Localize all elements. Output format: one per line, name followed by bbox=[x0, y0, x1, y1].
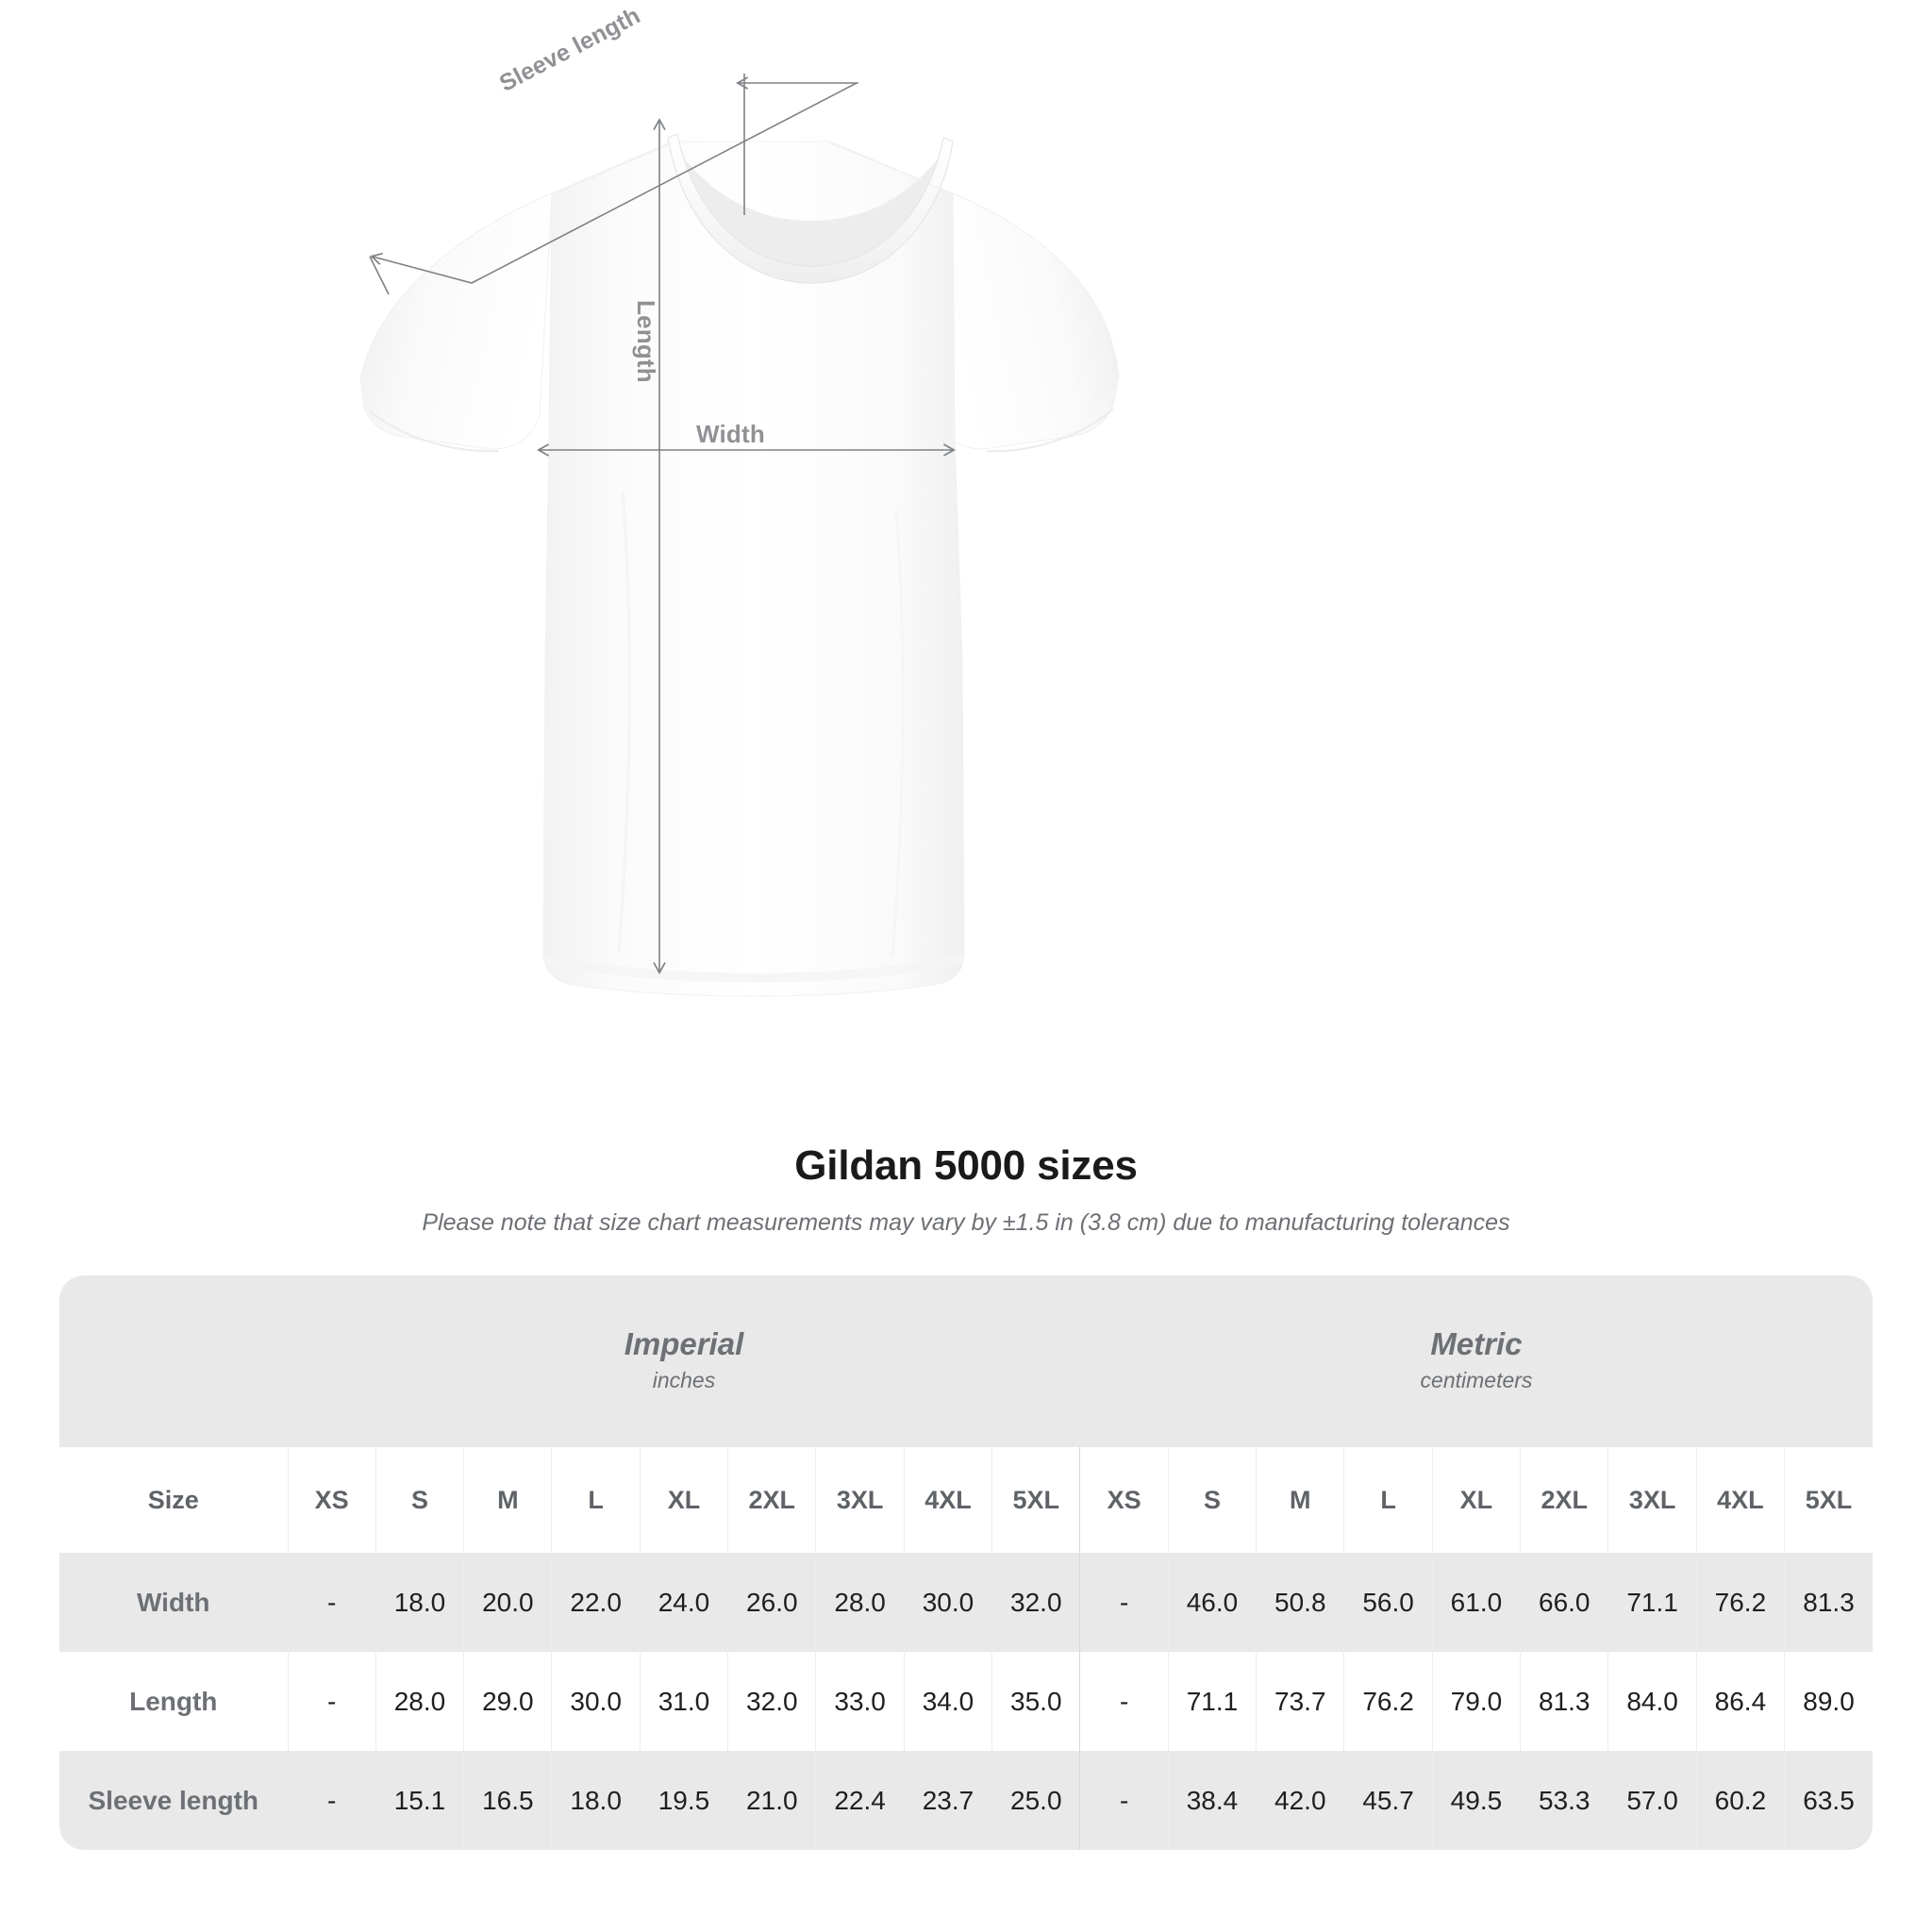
measurement-label-width: Width bbox=[59, 1553, 288, 1652]
size-header-metric-s: S bbox=[1167, 1447, 1257, 1553]
size-header-imperial-s: S bbox=[375, 1447, 464, 1553]
size-header-metric-xs: XS bbox=[1079, 1447, 1169, 1553]
tshirt-diagram: Sleeve length Length Width bbox=[359, 2, 1120, 997]
size-header-metric-3xl: 3XL bbox=[1607, 1447, 1697, 1553]
cell-sleeve-length-imperial-2xl: 21.0 bbox=[727, 1751, 816, 1850]
cell-sleeve-length-metric-5xl: 63.5 bbox=[1784, 1751, 1873, 1850]
cell-width-imperial-m: 20.0 bbox=[463, 1553, 552, 1652]
cell-width-imperial-5xl: 32.0 bbox=[991, 1553, 1080, 1652]
cell-length-imperial-5xl: 35.0 bbox=[991, 1652, 1080, 1751]
cell-width-metric-3xl: 71.1 bbox=[1607, 1553, 1697, 1652]
cell-length-imperial-xs: - bbox=[287, 1652, 376, 1751]
cell-sleeve-length-metric-xs: - bbox=[1079, 1751, 1169, 1850]
cell-width-metric-m: 50.8 bbox=[1256, 1553, 1344, 1652]
size-header-metric-l: L bbox=[1343, 1447, 1433, 1553]
size-chart-table: Imperial inches Metric centimeters Size XS S M L… bbox=[59, 1275, 1873, 1850]
size-header-imperial-l: L bbox=[551, 1447, 641, 1553]
unit-system-name: Imperial bbox=[624, 1325, 744, 1361]
cell-sleeve-length-metric-4xl: 60.2 bbox=[1695, 1751, 1785, 1850]
cell-sleeve-length-metric-m: 42.0 bbox=[1256, 1751, 1344, 1850]
cell-width-metric-5xl: 81.3 bbox=[1784, 1553, 1873, 1652]
length-label: Length bbox=[632, 300, 660, 383]
cell-length-metric-xs: - bbox=[1079, 1652, 1169, 1751]
size-header-imperial-m: M bbox=[463, 1447, 552, 1553]
cell-sleeve-length-metric-s: 38.4 bbox=[1167, 1751, 1257, 1850]
cell-length-metric-4xl: 86.4 bbox=[1695, 1652, 1785, 1751]
page-title: Gildan 5000 sizes bbox=[794, 1142, 1138, 1189]
cell-width-metric-s: 46.0 bbox=[1167, 1553, 1257, 1652]
unit-system-subtitle: centimeters bbox=[1420, 1368, 1533, 1393]
cell-sleeve-length-imperial-4xl: 23.7 bbox=[903, 1751, 992, 1850]
table-row: Width -18.0 20.0 22.0 24.0 26.0 28.0 30.0 32.0-4… bbox=[59, 1553, 1873, 1652]
cell-sleeve-length-imperial-m: 16.5 bbox=[463, 1751, 552, 1850]
cell-width-imperial-xs: - bbox=[287, 1553, 376, 1652]
cell-sleeve-length-imperial-3xl: 22.4 bbox=[815, 1751, 905, 1850]
cell-width-metric-2xl: 66.0 bbox=[1520, 1553, 1608, 1652]
size-header-imperial-3xl: 3XL bbox=[815, 1447, 905, 1553]
cell-length-metric-l: 76.2 bbox=[1343, 1652, 1433, 1751]
cell-length-metric-m: 73.7 bbox=[1256, 1652, 1344, 1751]
size-header-imperial-2xl: 2XL bbox=[727, 1447, 816, 1553]
size-header-row: Size XS S M L XL 2XL 3XL 4XL 5XL XS S M L XL 2XL 3XL 4XL 5… bbox=[59, 1447, 1873, 1553]
measurement-label-sleeve-length: Sleeve length bbox=[59, 1751, 288, 1850]
width-label: Width bbox=[696, 420, 765, 448]
cell-length-imperial-xl: 31.0 bbox=[639, 1652, 728, 1751]
cell-width-imperial-xl: 24.0 bbox=[639, 1553, 728, 1652]
cell-length-imperial-s: 28.0 bbox=[375, 1652, 464, 1751]
size-header-imperial-xl: XL bbox=[639, 1447, 728, 1553]
size-header-metric-xl: XL bbox=[1431, 1447, 1521, 1553]
table-row: Length -28.0 29.0 30.0 31.0 32.0 33.0 34.0 35.0-… bbox=[59, 1652, 1873, 1751]
cell-width-metric-xs: - bbox=[1079, 1553, 1169, 1652]
cell-sleeve-length-metric-l: 45.7 bbox=[1343, 1751, 1433, 1850]
cell-sleeve-length-imperial-s: 15.1 bbox=[375, 1751, 464, 1850]
unit-row-spacer bbox=[59, 1275, 288, 1447]
size-header-metric-m: M bbox=[1256, 1447, 1344, 1553]
cell-width-imperial-l: 22.0 bbox=[551, 1553, 641, 1652]
cell-width-metric-4xl: 76.2 bbox=[1695, 1553, 1785, 1652]
shirt-body-group bbox=[359, 133, 1120, 997]
cell-sleeve-length-metric-3xl: 57.0 bbox=[1607, 1751, 1697, 1850]
cell-sleeve-length-imperial-xl: 19.5 bbox=[639, 1751, 728, 1850]
unit-system-subtitle: inches bbox=[652, 1368, 716, 1393]
size-header-metric-2xl: 2XL bbox=[1520, 1447, 1608, 1553]
measurement-label-length: Length bbox=[59, 1652, 288, 1751]
cell-length-metric-2xl: 81.3 bbox=[1520, 1652, 1608, 1751]
size-header-imperial-5xl: 5XL bbox=[991, 1447, 1080, 1553]
unit-system-header-row: Imperial inches Metric centimeters bbox=[59, 1275, 1873, 1447]
cell-length-metric-5xl: 89.0 bbox=[1784, 1652, 1873, 1751]
size-header-imperial-xs: XS bbox=[287, 1447, 376, 1553]
cell-length-imperial-2xl: 32.0 bbox=[727, 1652, 816, 1751]
cell-length-imperial-3xl: 33.0 bbox=[815, 1652, 905, 1751]
cell-width-imperial-s: 18.0 bbox=[375, 1553, 464, 1652]
cell-sleeve-length-imperial-xs: - bbox=[287, 1751, 376, 1850]
size-column-header: Size bbox=[59, 1447, 288, 1553]
cell-width-imperial-2xl: 26.0 bbox=[727, 1553, 816, 1652]
cell-sleeve-length-metric-xl: 49.5 bbox=[1431, 1751, 1521, 1850]
table-row: Sleeve length -15.1 16.5 18.0 19.5 21.0 22.4 23… bbox=[59, 1751, 1873, 1850]
unit-header-metric: Metric centimeters bbox=[1079, 1275, 1873, 1447]
cell-length-imperial-l: 30.0 bbox=[551, 1652, 641, 1751]
cell-length-metric-xl: 79.0 bbox=[1431, 1652, 1521, 1751]
size-header-metric-5xl: 5XL bbox=[1784, 1447, 1873, 1553]
cell-length-imperial-m: 29.0 bbox=[463, 1652, 552, 1751]
unit-system-name: Metric bbox=[1430, 1325, 1523, 1361]
cell-length-metric-s: 71.1 bbox=[1167, 1652, 1257, 1751]
size-header-imperial-4xl: 4XL bbox=[903, 1447, 992, 1553]
size-chart-table-container: Imperial inches Metric centimeters Size XS S M L… bbox=[59, 1275, 1873, 1850]
cell-sleeve-length-metric-2xl: 53.3 bbox=[1520, 1751, 1608, 1850]
unit-header-imperial: Imperial inches bbox=[288, 1275, 1080, 1447]
cell-sleeve-length-imperial-5xl: 25.0 bbox=[991, 1751, 1080, 1850]
cell-width-imperial-4xl: 30.0 bbox=[903, 1553, 992, 1652]
cell-width-metric-l: 56.0 bbox=[1343, 1553, 1433, 1652]
page-subtitle: Please note that size chart measurements… bbox=[422, 1209, 1510, 1236]
cell-length-imperial-4xl: 34.0 bbox=[903, 1652, 992, 1751]
cell-sleeve-length-imperial-l: 18.0 bbox=[551, 1751, 641, 1850]
cell-length-metric-3xl: 84.0 bbox=[1607, 1652, 1697, 1751]
cell-width-metric-xl: 61.0 bbox=[1431, 1553, 1521, 1652]
cell-width-imperial-3xl: 28.0 bbox=[815, 1553, 905, 1652]
sleeve-length-dimension bbox=[369, 74, 858, 295]
tshirt-illustration bbox=[359, 74, 1120, 997]
size-header-metric-4xl: 4XL bbox=[1695, 1447, 1785, 1553]
